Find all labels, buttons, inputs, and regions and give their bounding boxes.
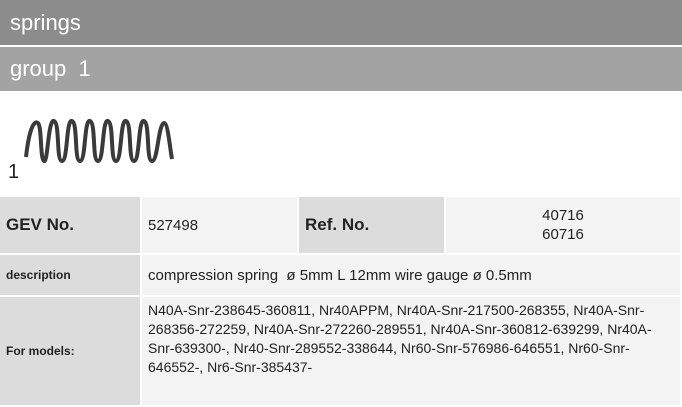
image-label: 1 [8, 161, 19, 184]
ref-label: Ref. No. [299, 197, 444, 253]
ref-values: 40716 60716 [446, 197, 680, 253]
models-value: N40A-Snr-238645-360811, Nr40APPM, Nr40A-… [148, 301, 674, 405]
page: springs group 1 1 GEV No. 527498 Ref. No… [0, 0, 682, 401]
spec-table: GEV No. 527498 Ref. No. 40716 60716 desc… [0, 195, 682, 407]
image-area: 1 [0, 91, 682, 195]
models-cell: N40A-Snr-238645-360811, Nr40APPM, Nr40A-… [142, 297, 680, 405]
models-label: For models: [0, 297, 140, 405]
ref-value: 40716 [452, 206, 674, 225]
description-label: description [0, 255, 140, 295]
spring-image [18, 109, 228, 179]
ref-value: 60716 [452, 225, 674, 244]
header-title: springs [0, 0, 682, 45]
group-title: group 1 [0, 47, 682, 91]
description-value: compression spring ø 5mm L 12mm wire gau… [142, 255, 680, 295]
gev-label: GEV No. [0, 197, 140, 253]
gev-value: 527498 [142, 197, 297, 253]
